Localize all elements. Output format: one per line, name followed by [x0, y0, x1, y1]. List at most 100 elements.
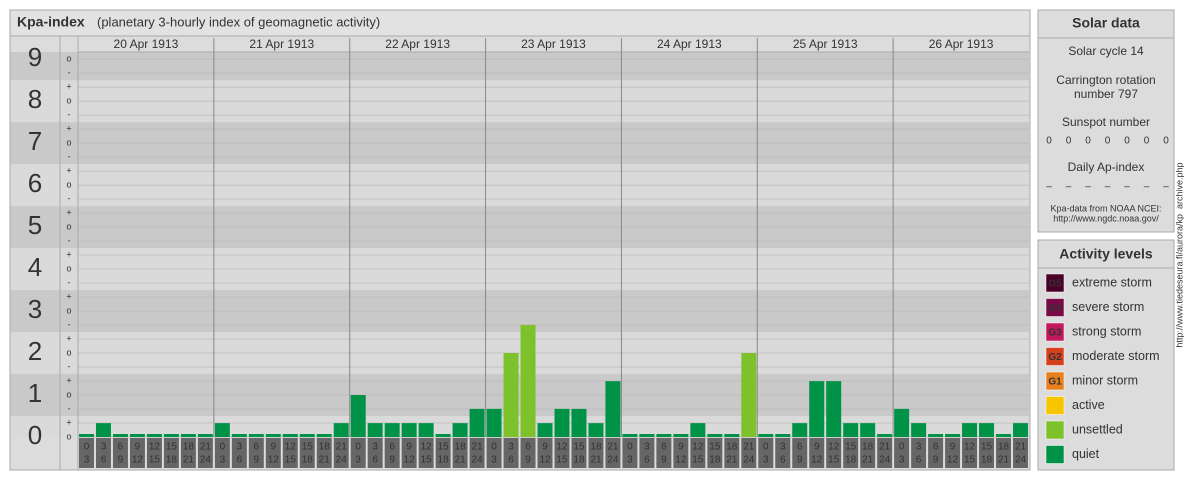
source: http://www.ngdc.noaa.gov/	[1053, 213, 1159, 223]
y-sublabel: o	[66, 221, 71, 231]
hour-label: 15	[828, 455, 840, 466]
y-tick-label: 8	[28, 84, 42, 114]
hour-label: 0	[84, 442, 90, 453]
hour-label: 9	[542, 442, 548, 453]
hour-label: 6	[933, 442, 939, 453]
y-sublabel: -	[68, 361, 71, 371]
bar	[826, 381, 842, 437]
bar	[656, 434, 672, 437]
y-sublabel: +	[66, 165, 71, 175]
hour-label: 9	[389, 455, 395, 466]
hour-box	[673, 438, 689, 468]
hour-label: 0	[355, 442, 361, 453]
y-sublabel: -	[68, 109, 71, 119]
sunspot-value: 0	[1105, 136, 1111, 147]
hour-box	[911, 438, 927, 468]
hour-label: 12	[539, 455, 551, 466]
hour-label: 18	[438, 455, 450, 466]
date-label: 21 Apr 1913	[249, 37, 314, 51]
level-swatch	[1045, 396, 1065, 415]
bar	[605, 381, 621, 437]
hour-box	[1013, 438, 1028, 468]
band	[10, 52, 1029, 81]
hour-label: 18	[998, 442, 1010, 453]
date-label: 26 Apr 1913	[929, 37, 994, 51]
hour-label: 12	[285, 442, 297, 453]
hour-label: 15	[573, 442, 585, 453]
hour-box	[571, 438, 587, 468]
y-sublabel: o	[66, 389, 71, 399]
hour-label: 15	[692, 455, 704, 466]
hour-label: 24	[743, 455, 755, 466]
hour-label: 6	[118, 442, 124, 453]
bar	[231, 434, 247, 437]
bar	[775, 434, 791, 437]
hour-label: 24	[472, 455, 484, 466]
level-badge: G4	[1048, 303, 1062, 314]
hour-label: 12	[556, 442, 568, 453]
hour-box	[877, 438, 893, 468]
ap-value: –	[1066, 182, 1072, 193]
bar	[248, 434, 264, 437]
hour-box	[163, 438, 179, 468]
hour-label: 0	[627, 442, 633, 453]
bar	[690, 423, 706, 437]
bar	[639, 434, 655, 437]
hour-label: 24	[607, 455, 619, 466]
hour-label: 24	[336, 455, 348, 466]
solar-title: Solar data	[1072, 15, 1140, 31]
hour-label: 24	[1015, 455, 1027, 466]
hour-box	[758, 438, 774, 468]
bar	[401, 423, 417, 437]
hour-label: 3	[916, 442, 922, 453]
y-sublabel: o	[66, 347, 71, 357]
level-swatch	[1045, 347, 1065, 366]
date-label: 25 Apr 1913	[793, 37, 858, 51]
y-sublabel: o	[66, 137, 71, 147]
sunspot-value: 0	[1124, 136, 1130, 147]
bar	[163, 434, 179, 437]
y-sublabel: o	[66, 179, 71, 189]
solar-panel	[1037, 9, 1175, 233]
hour-box	[537, 438, 553, 468]
hour-label: 18	[981, 455, 993, 466]
hour-box	[350, 438, 366, 468]
hour-label: 12	[828, 442, 840, 453]
hour-label: 15	[421, 455, 433, 466]
hour-box	[452, 438, 468, 468]
hour-box	[894, 438, 910, 468]
sunspot-label: Sunspot number	[1062, 115, 1150, 129]
hour-label: 18	[726, 442, 738, 453]
hour-label: 9	[678, 442, 684, 453]
hour-box	[656, 438, 672, 468]
hour-label: 0	[763, 442, 769, 453]
bar	[945, 434, 961, 437]
hour-box	[860, 438, 876, 468]
chart-subtitle: (planetary 3-hourly index of geomagnetic…	[97, 14, 380, 29]
bar	[265, 434, 281, 437]
hour-label: 18	[845, 455, 857, 466]
bar	[197, 434, 213, 437]
bar	[129, 434, 145, 437]
bar	[503, 353, 519, 437]
hour-label: 9	[814, 442, 820, 453]
carrington: number 797	[1074, 87, 1138, 101]
hour-label: 3	[627, 455, 633, 466]
hour-box	[469, 438, 485, 468]
hour-label: 15	[556, 455, 568, 466]
y-tick-label: 4	[28, 252, 42, 282]
hour-label: 0	[220, 442, 226, 453]
bar	[554, 408, 570, 437]
hour-label: 0	[899, 442, 905, 453]
y-sublabel: -	[68, 235, 71, 245]
hour-label: 21	[319, 455, 331, 466]
bar	[588, 423, 604, 437]
hour-box	[690, 438, 706, 468]
hour-label: 9	[406, 442, 412, 453]
ap-value: –	[1144, 182, 1150, 193]
hour-box	[367, 438, 383, 468]
y-tick-label: 0	[28, 420, 42, 450]
bar	[520, 324, 536, 437]
date-label: 22 Apr 1913	[385, 37, 450, 51]
